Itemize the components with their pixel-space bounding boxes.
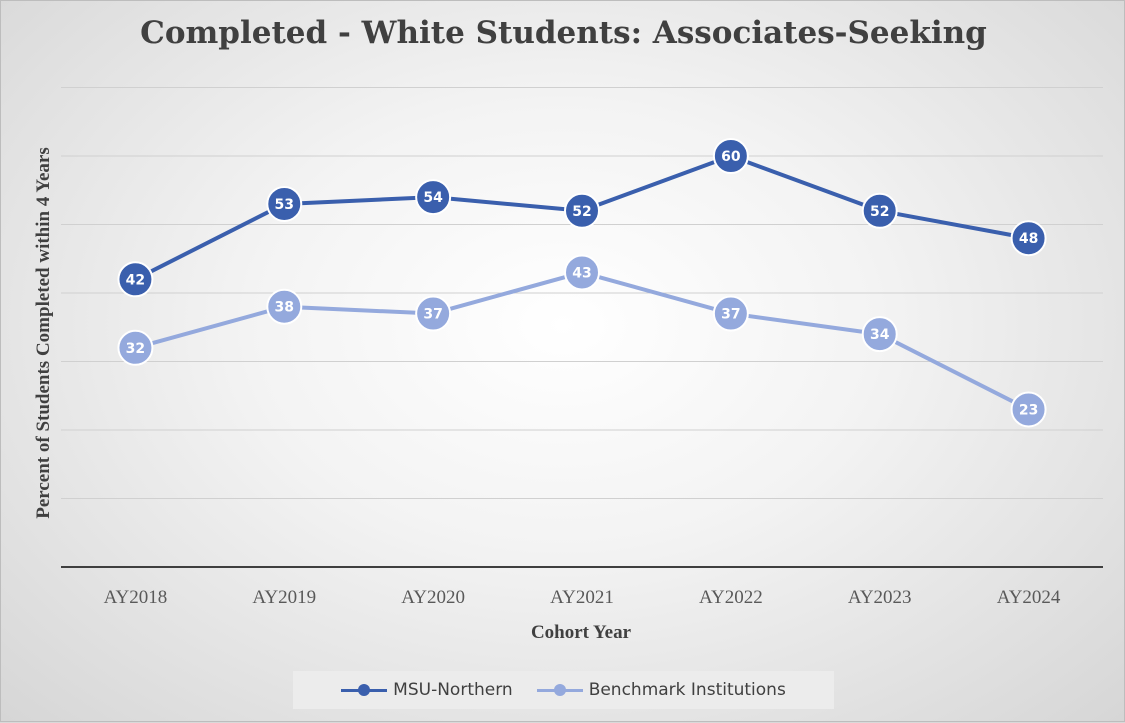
- data-point-benchmark-institutions-ay2022: [712, 295, 749, 332]
- legend-item-msu-northern: MSU-Northern: [341, 680, 513, 700]
- data-point-msu-northern-ay2023: [861, 192, 898, 229]
- data-point-benchmark-institutions-ay2018: [117, 329, 154, 366]
- x-tick-label-ay2023: AY2023: [848, 587, 912, 608]
- data-label-benchmark-institutions-ay2022: 37: [721, 307, 740, 323]
- data-label-msu-northern-ay2019: 53: [275, 197, 294, 213]
- data-point-msu-northern-ay2024: [1010, 220, 1047, 257]
- data-point-benchmark-institutions-ay2024: [1010, 391, 1047, 428]
- legend-swatch-benchmark-institutions: [536, 684, 583, 696]
- data-point-msu-northern-ay2019: [266, 185, 303, 222]
- data-label-benchmark-institutions-ay2019: 38: [275, 300, 294, 316]
- data-point-msu-northern-ay2020: [415, 179, 452, 216]
- data-label-benchmark-institutions-ay2020: 37: [423, 307, 442, 323]
- chart-title: Completed - White Students: Associates-S…: [140, 15, 987, 51]
- data-label-benchmark-institutions-ay2018: 32: [126, 341, 145, 357]
- legend-label-msu-northern: MSU-Northern: [393, 680, 513, 700]
- data-label-msu-northern-ay2022: 60: [721, 149, 741, 165]
- data-label-msu-northern-ay2024: 48: [1019, 231, 1038, 247]
- data-point-benchmark-institutions-ay2020: [415, 295, 452, 332]
- x-tick-label-ay2024: AY2024: [997, 587, 1061, 608]
- data-label-msu-northern-ay2023: 52: [870, 204, 889, 220]
- x-tick-label-ay2021: AY2021: [550, 587, 614, 608]
- data-label-msu-northern-ay2021: 52: [572, 204, 591, 220]
- data-point-benchmark-institutions-ay2021: [564, 254, 600, 291]
- data-label-msu-northern-ay2018: 42: [126, 272, 145, 288]
- data-point-msu-northern-ay2022: [712, 138, 749, 174]
- legend-swatch-msu-northern: [341, 684, 388, 696]
- x-axis-title: Cohort Year: [531, 622, 632, 643]
- y-axis-title: Percent of Students Completed within 4 Y…: [33, 147, 54, 519]
- data-point-benchmark-institutions-ay2019: [266, 288, 303, 325]
- legend-label-benchmark-institutions: Benchmark Institutions: [588, 680, 786, 700]
- data-point-benchmark-institutions-ay2023: [861, 316, 898, 353]
- x-tick-label-ay2019: AY2019: [252, 587, 316, 608]
- x-tick-label-ay2022: AY2022: [699, 587, 763, 608]
- legend-item-benchmark-institutions: Benchmark Institutions: [536, 680, 786, 700]
- data-point-msu-northern-ay2018: [117, 261, 154, 298]
- legend: MSU-Northern Benchmark Institutions: [293, 671, 834, 709]
- data-label-benchmark-institutions-ay2023: 34: [870, 327, 890, 343]
- x-tick-label-ay2018: AY2018: [104, 587, 168, 608]
- data-point-msu-northern-ay2021: [564, 192, 600, 229]
- data-label-benchmark-institutions-ay2024: 23: [1019, 402, 1038, 418]
- data-label-benchmark-institutions-ay2021: 43: [572, 265, 591, 281]
- data-label-msu-northern-ay2020: 54: [423, 190, 443, 206]
- x-tick-label-ay2020: AY2020: [401, 587, 465, 608]
